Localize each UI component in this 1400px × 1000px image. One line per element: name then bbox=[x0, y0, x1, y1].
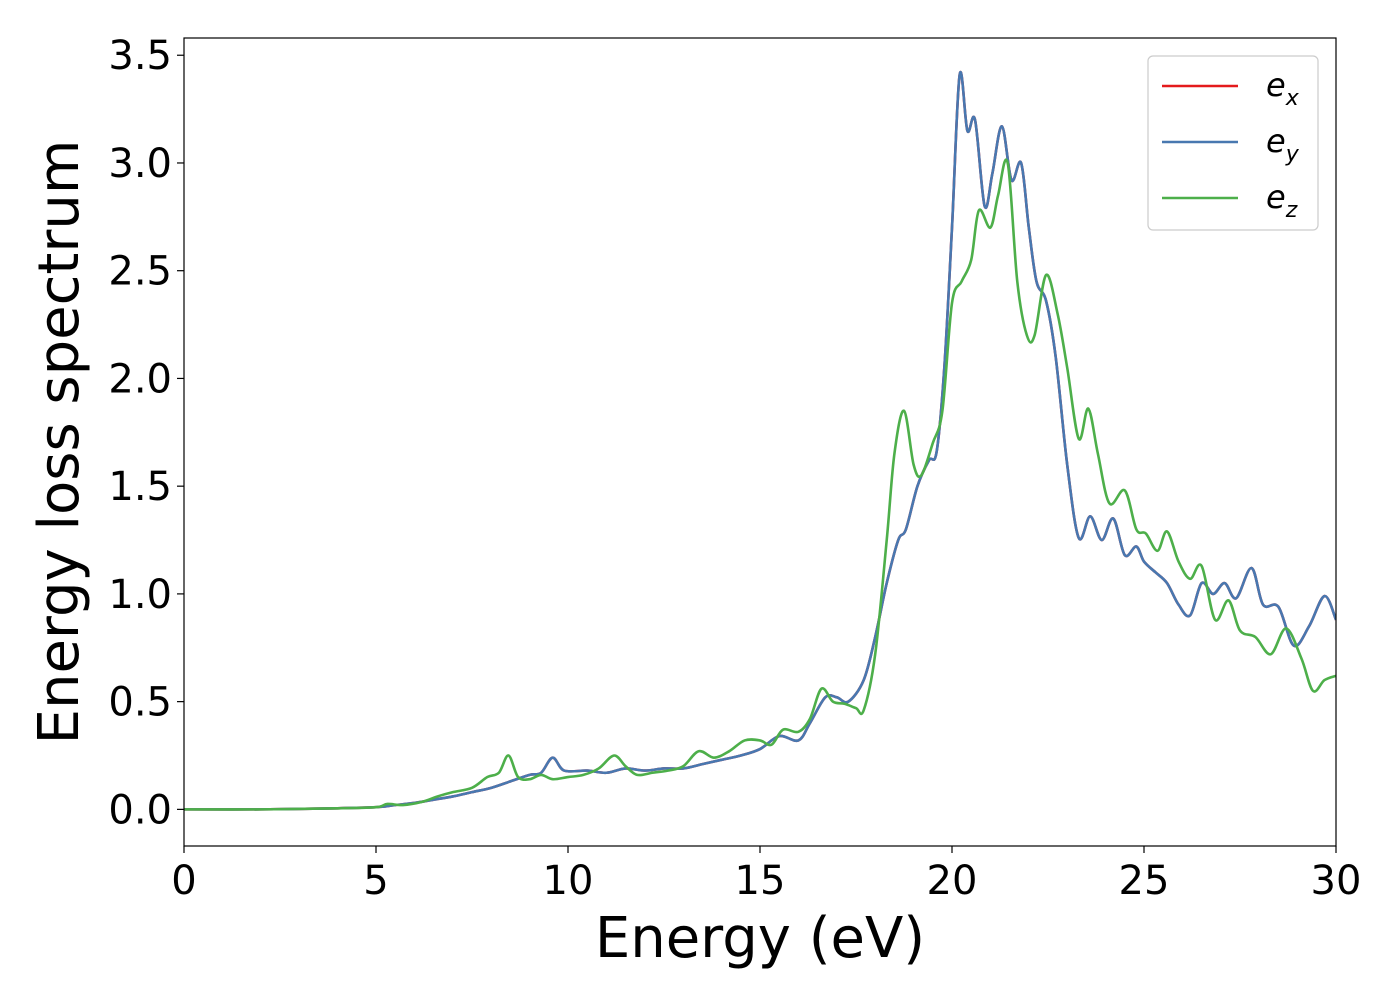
x-tick-label: 30 bbox=[1311, 858, 1362, 904]
legend-label-base: e bbox=[1266, 122, 1286, 160]
y-tick-label: 3.5 bbox=[108, 33, 172, 79]
x-axis-label: Energy (eV) bbox=[595, 906, 925, 971]
y-tick-label: 2.0 bbox=[108, 356, 172, 402]
legend-label: ey bbox=[1266, 122, 1300, 167]
legend-label: ex bbox=[1266, 66, 1300, 111]
y-axis-label: Energy loss spectrum bbox=[27, 140, 92, 745]
x-tick-label: 15 bbox=[735, 858, 786, 904]
x-tick-label: 10 bbox=[543, 858, 594, 904]
legend-label-subscript: z bbox=[1285, 198, 1298, 223]
x-tick-label: 25 bbox=[1119, 858, 1170, 904]
series-line-z bbox=[184, 158, 1336, 811]
legend-label-base: e bbox=[1266, 66, 1286, 104]
y-tick-label: 0.0 bbox=[108, 787, 172, 833]
legend-label-base: e bbox=[1266, 178, 1286, 216]
x-tick-label: 5 bbox=[363, 858, 388, 904]
y-tick-label: 1.0 bbox=[108, 572, 172, 618]
y-axis-ticks: 0.0 0.5 1.0 1.5 2.0 2.5 3.0 3.5 bbox=[108, 33, 184, 833]
x-tick-label: 0 bbox=[171, 858, 196, 904]
x-axis-ticks: 0 5 10 15 20 25 30 bbox=[171, 846, 1361, 904]
y-tick-label: 2.5 bbox=[108, 249, 172, 295]
legend-label-subscript: y bbox=[1285, 142, 1300, 167]
y-tick-label: 3.0 bbox=[108, 141, 172, 187]
x-tick-label: 20 bbox=[927, 858, 978, 904]
y-tick-label: 0.5 bbox=[108, 680, 172, 726]
series-line-y bbox=[184, 70, 1336, 811]
legend-label-subscript: x bbox=[1285, 86, 1300, 111]
y-tick-label: 1.5 bbox=[108, 464, 172, 510]
series-layer bbox=[184, 70, 1336, 811]
legend-label: ez bbox=[1266, 178, 1298, 223]
